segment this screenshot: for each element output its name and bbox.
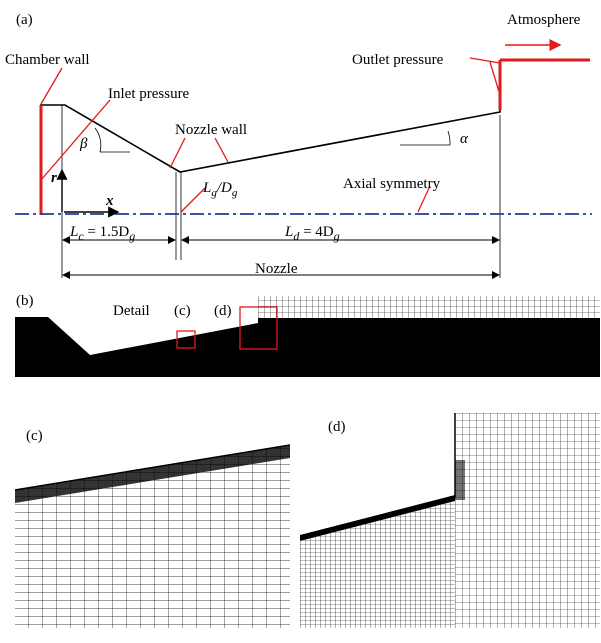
ld-sub2: g [334,229,340,243]
beta-arc [94,127,102,153]
mesh-d-boundary-layer [300,495,455,541]
x-axis-label: x [105,193,114,209]
outlet-pressure-leader-2 [489,61,501,96]
outlet-pressure-label: Outlet pressure [352,52,444,68]
panel-d-tag: (d) [328,419,346,435]
axial-symmetry-leader [417,185,431,213]
alpha-symbol: α [460,131,469,147]
mesh-c-wall [14,444,291,491]
lg-sub2: g [232,187,238,199]
mesh-domain [15,300,600,377]
nozzle-wall-label: Nozzle wall [175,122,247,138]
lg-sub: g [211,187,217,199]
detail-c-box [176,330,196,349]
nozzle-wall-contour [40,92,501,173]
r-axis-label: r [51,170,57,186]
lg-label: Lg/Dg [202,180,238,199]
panel-a: (a) Cham [5,12,592,279]
panel-b-tag: (b) [16,293,34,309]
lc-label: Lc = 1.5Dg [69,224,135,243]
nozzle-wall-leader-1 [169,137,186,169]
detail-d-box [239,306,278,350]
detail-c-label: (c) [174,303,191,319]
beta-symbol: β [79,136,88,152]
panel-d: (d) [300,413,600,628]
atmosphere-label: Atmosphere [507,12,581,28]
detail-label: Detail [113,303,150,319]
lc-sub2: g [129,229,135,243]
mesh-d-nozzle [300,495,455,628]
lg-main: L [202,180,211,196]
nozzle-label: Nozzle [255,261,298,277]
lc-sub: c [78,229,84,243]
axial-symmetry-label: Axial symmetry [343,176,441,192]
ld-rest: = 4D [299,224,333,240]
lc-main: L [69,224,78,240]
mesh-c-boundary-layer [15,445,290,503]
inlet-pressure-leader [40,99,111,181]
mesh-d-lip-refinement [455,460,465,500]
nozzle-wall-leader-2 [214,137,229,163]
outlet-pressure-leader [469,57,501,64]
ld-sub: d [293,229,300,243]
mesh-d-atmosphere [455,413,600,628]
panel-c-tag: (c) [26,428,43,444]
detail-d-label: (d) [214,303,232,319]
chamber-wall-leader [40,67,63,105]
lc-rest: = 1.5D [84,224,130,240]
chamber-wall-label: Chamber wall [5,52,90,68]
ld-label: Ld = 4Dg [284,224,340,243]
atmosphere-mesh [258,296,600,318]
ld-main: L [284,224,293,240]
panel-a-tag: (a) [16,12,33,28]
alpha-arc [447,130,451,146]
lg-mid: /D [216,180,232,196]
panel-c: (c) [14,428,291,628]
throat-leader [180,187,206,213]
inlet-pressure-label: Inlet pressure [108,86,190,102]
panel-b: (b) Detail (c) (d) [15,293,600,377]
